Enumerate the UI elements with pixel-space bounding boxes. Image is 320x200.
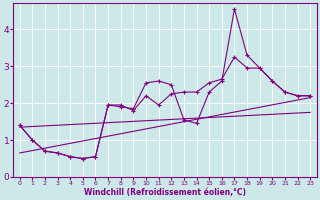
- X-axis label: Windchill (Refroidissement éolien,°C): Windchill (Refroidissement éolien,°C): [84, 188, 246, 197]
